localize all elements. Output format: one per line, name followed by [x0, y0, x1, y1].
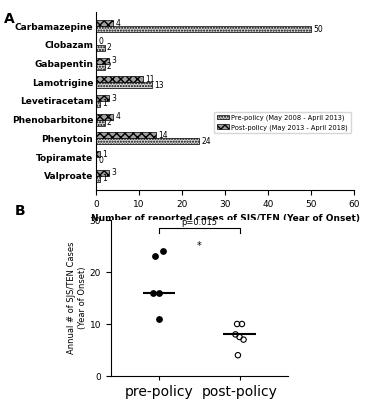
Point	[232, 331, 238, 338]
Bar	[96, 64, 104, 70]
Bar	[96, 114, 113, 120]
Point	[156, 290, 162, 296]
Text: 3: 3	[111, 56, 116, 65]
Point	[235, 352, 241, 358]
Point	[152, 253, 158, 260]
Point	[149, 290, 155, 296]
Bar	[96, 138, 199, 144]
Text: 2: 2	[107, 43, 111, 52]
Text: B: B	[15, 204, 25, 218]
Point	[156, 316, 162, 322]
Text: A: A	[4, 12, 14, 26]
Bar	[96, 76, 143, 82]
Text: 2: 2	[107, 62, 111, 71]
X-axis label: Number of reported cases of SJS/TEN (Year of Onset): Number of reported cases of SJS/TEN (Yea…	[91, 214, 359, 223]
Bar	[96, 58, 109, 64]
Y-axis label: Annual # of SJS/TEN Cases
(Year of Onset): Annual # of SJS/TEN Cases (Year of Onset…	[67, 242, 87, 354]
Bar	[96, 120, 104, 126]
Text: 24: 24	[201, 137, 211, 146]
Text: 14: 14	[158, 131, 168, 140]
Text: 0: 0	[98, 156, 103, 165]
Text: 1: 1	[102, 174, 107, 184]
Text: *: *	[197, 241, 201, 251]
Text: 2: 2	[107, 118, 111, 127]
Text: 11: 11	[145, 75, 155, 84]
Bar	[96, 101, 100, 107]
Text: 0: 0	[98, 37, 103, 46]
Text: 3: 3	[111, 168, 116, 178]
Bar	[96, 176, 100, 182]
Text: 1: 1	[102, 100, 107, 108]
Point	[234, 321, 240, 327]
Bar	[96, 95, 109, 101]
Bar	[96, 26, 311, 32]
Point	[237, 334, 242, 340]
Bar	[96, 151, 100, 157]
Text: 4: 4	[115, 18, 120, 28]
Bar	[96, 20, 113, 26]
Text: 3: 3	[111, 94, 116, 102]
Text: 50: 50	[313, 24, 323, 34]
Bar	[96, 45, 104, 51]
Text: 1: 1	[102, 150, 107, 159]
Point	[239, 321, 245, 327]
Text: 13: 13	[154, 81, 164, 90]
Text: 4: 4	[115, 112, 120, 121]
Point	[160, 248, 166, 254]
Legend: Pre-policy (May 2008 - April 2013), Post-policy (May 2013 - April 2018): Pre-policy (May 2008 - April 2013), Post…	[214, 112, 351, 133]
Text: p=0.015: p=0.015	[181, 218, 217, 227]
Point	[241, 336, 246, 343]
Bar	[96, 132, 156, 138]
Bar	[96, 170, 109, 176]
Bar	[96, 82, 152, 88]
